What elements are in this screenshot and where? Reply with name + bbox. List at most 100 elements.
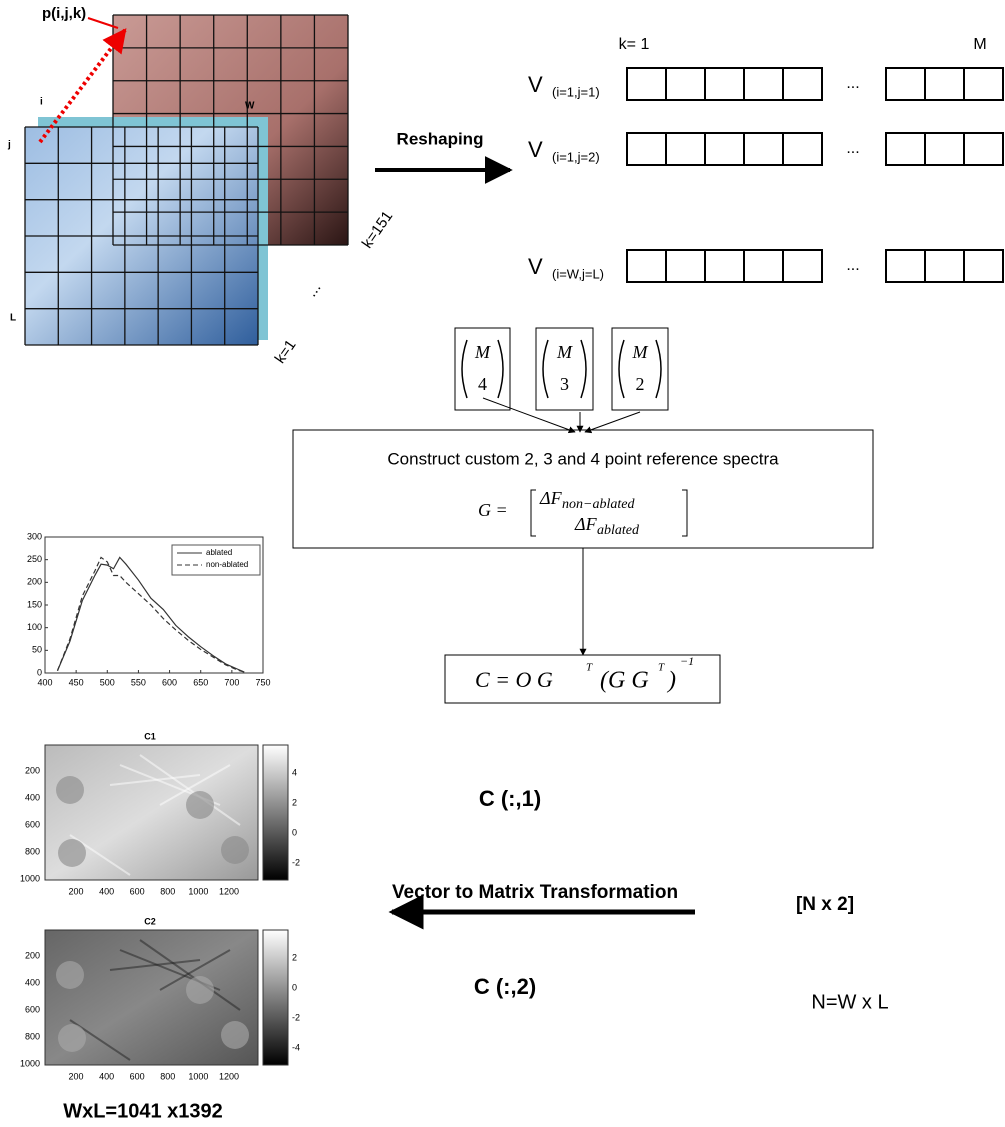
y-tick-label: 200 <box>25 765 40 775</box>
dots: ... <box>846 75 859 92</box>
diagram: p(i,j,k)ijWLk=151...k=1Reshapingk= 1MV(i… <box>0 0 1005 1127</box>
dots: ... <box>303 279 325 300</box>
bracket <box>531 490 536 536</box>
formula-sup: T <box>586 662 593 674</box>
heatmap-spot <box>56 776 84 804</box>
formula-sup: T <box>658 662 665 674</box>
reshaping-label: Reshaping <box>397 129 484 148</box>
heatmap-spot <box>221 1021 249 1049</box>
paren <box>498 340 503 398</box>
heatmap-title: C2 <box>144 916 156 926</box>
vector-cell <box>783 68 822 100</box>
x-tick-label: 600 <box>130 886 145 896</box>
transform-label: Vector to Matrix Transformation <box>392 882 678 903</box>
binomial-box <box>455 328 510 410</box>
colorbar-tick-label: 2 <box>292 952 297 962</box>
heatmap-spot <box>58 839 86 867</box>
heatmap-spot <box>58 1024 86 1052</box>
y-tick-label: 0 <box>37 667 42 677</box>
vector-cell <box>886 68 925 100</box>
x-tick-label: 450 <box>69 677 84 687</box>
x-tick-label: 650 <box>193 677 208 687</box>
y-tick-label: 100 <box>27 622 42 632</box>
heatmap-spot <box>186 791 214 819</box>
colorbar-tick-label: 0 <box>292 982 297 992</box>
axis-label: j <box>7 140 11 151</box>
matrix-sub: ablated <box>597 523 640 538</box>
formula-sup: −1 <box>680 654 694 668</box>
matrix-row: ΔF <box>574 514 598 534</box>
vector-cell <box>705 250 744 282</box>
paren <box>462 340 467 398</box>
x-tick-label: 400 <box>99 1071 114 1081</box>
bracket <box>682 490 687 536</box>
vector-cell <box>925 68 964 100</box>
binomial-box <box>536 328 593 410</box>
binomial-top: M <box>632 342 649 362</box>
axis-label: L <box>10 313 16 324</box>
wxl-label: WxL=1041 x1392 <box>63 1100 223 1122</box>
colorbar-tick-label: 4 <box>292 767 297 777</box>
vector-cell <box>627 68 666 100</box>
vector-name: V <box>528 254 543 279</box>
x-tick-label: 700 <box>224 677 239 687</box>
vector-cell <box>744 68 783 100</box>
cube <box>25 15 348 345</box>
vector-cell <box>925 133 964 165</box>
colorbar-tick-label: 2 <box>292 797 297 807</box>
vector-cell <box>705 133 744 165</box>
heatmap-spot <box>56 961 84 989</box>
paren <box>543 340 548 398</box>
vector-cell <box>783 133 822 165</box>
c1-label: C (:,1) <box>479 786 541 811</box>
colorbar <box>263 930 288 1065</box>
y-tick-label: 400 <box>25 977 40 987</box>
matrix-lhs: G = <box>478 500 508 520</box>
x-tick-label: 500 <box>100 677 115 687</box>
x-tick-label: 1000 <box>188 886 208 896</box>
y-tick-label: 800 <box>25 1031 40 1041</box>
x-tick-label: 550 <box>131 677 146 687</box>
formula: ) <box>666 668 676 694</box>
x-tick-label: 400 <box>99 886 114 896</box>
vector-sub: (i=1,j=1) <box>552 84 600 99</box>
y-tick-label: 300 <box>27 531 42 541</box>
n-label: N=W x L <box>811 991 888 1013</box>
formula: (G G <box>600 668 649 694</box>
vector-cell <box>964 250 1003 282</box>
legend-label: ablated <box>206 548 232 557</box>
paren <box>619 340 624 398</box>
legend-label: non-ablated <box>206 560 248 569</box>
y-tick-label: 200 <box>25 950 40 960</box>
x-tick-label: 800 <box>160 886 175 896</box>
colorbar-tick-label: 0 <box>292 827 297 837</box>
x-tick-label: 1200 <box>219 886 239 896</box>
x-tick-label: 800 <box>160 1071 175 1081</box>
construct-text: Construct custom 2, 3 and 4 point refere… <box>387 449 779 468</box>
y-tick-label: 1000 <box>20 1058 40 1068</box>
vector-cell <box>886 133 925 165</box>
paren <box>581 340 586 398</box>
y-tick-label: 800 <box>25 846 40 856</box>
vector-cell <box>744 250 783 282</box>
vector-cell <box>964 68 1003 100</box>
vector-cell <box>705 68 744 100</box>
heatmap-spot <box>221 836 249 864</box>
y-tick-label: 200 <box>27 577 42 587</box>
colorbar-tick-label: -2 <box>292 1012 300 1022</box>
plot-frame <box>45 537 263 673</box>
k-start: k= 1 <box>619 36 650 53</box>
vector-cell <box>666 250 705 282</box>
y-tick-label: 1000 <box>20 873 40 883</box>
x-tick-label: 200 <box>68 1071 83 1081</box>
colorbar-tick-label: -4 <box>292 1042 300 1052</box>
vector-name: V <box>528 137 543 162</box>
k-label: k=1 <box>272 337 300 367</box>
heatmap-spot <box>186 976 214 1004</box>
vector-cell <box>925 250 964 282</box>
x-tick-label: 750 <box>255 677 270 687</box>
vector-cell <box>627 250 666 282</box>
vector-cell <box>783 250 822 282</box>
dots: ... <box>846 257 859 274</box>
vector-cell <box>627 133 666 165</box>
